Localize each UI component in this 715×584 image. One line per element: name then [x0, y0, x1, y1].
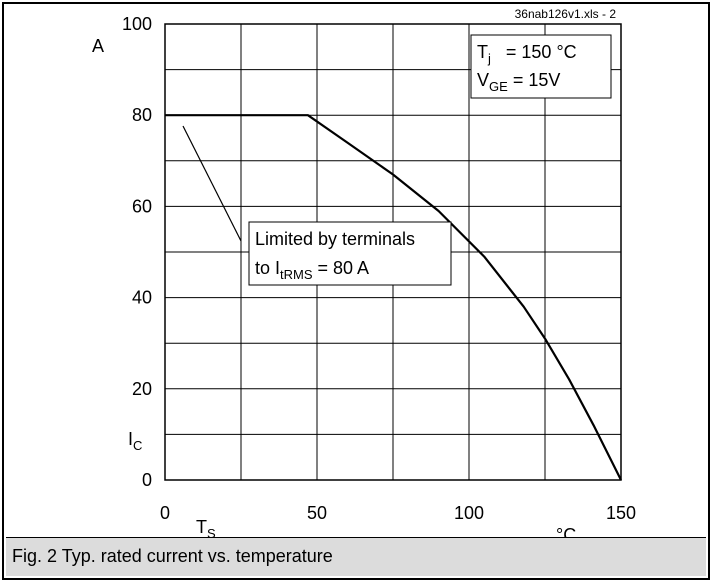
- conditions-line-1: Tj = 150 °C: [477, 42, 577, 66]
- x-axis-label-main: T: [196, 517, 207, 537]
- x-axis-label-sub: S: [207, 526, 216, 540]
- series-line-1: [165, 114, 622, 481]
- figure-caption: Fig. 2 Typ. rated current vs. temperatur…: [12, 546, 333, 566]
- annotation-pointer: [182, 125, 242, 242]
- y-tick-label: 0: [142, 470, 152, 490]
- y-tick-label: 40: [132, 288, 152, 308]
- x-axis-label: TS: [196, 517, 216, 540]
- x-tick-label: 100: [454, 503, 484, 523]
- rated-current-chart: 0 50 100 150 0 20 40 60 80 100 36nab126v1.xls - 2…: [92, 7, 636, 540]
- y-tick-label: 80: [132, 105, 152, 125]
- x-unit-label: °C: [556, 525, 576, 540]
- annotation-box: [248, 221, 452, 286]
- annotation-line-2: to ItRMS = 80 A: [255, 258, 369, 282]
- x-tick-label: 150: [606, 503, 636, 523]
- y-tick-label: 60: [132, 196, 152, 216]
- file-label: 36nab126v1.xls - 2: [515, 7, 617, 21]
- series-layer: [165, 114, 622, 481]
- plot-border: [164, 23, 622, 481]
- y-axis-label-main: I: [128, 429, 133, 449]
- y-tick-label: 20: [132, 379, 152, 399]
- x-tick-label: 0: [160, 503, 170, 523]
- y-axis-label-sub: C: [133, 438, 142, 453]
- y-axis-label: IC: [128, 429, 142, 453]
- tick-labels: 0 50 100 150 0 20 40 60 80 100: [122, 14, 636, 523]
- y-unit-label: A: [92, 36, 104, 56]
- caption-bar: Fig. 2 Typ. rated current vs. temperatur…: [6, 537, 706, 576]
- conditions-box: [470, 34, 612, 99]
- x-tick-label: 50: [307, 503, 327, 523]
- conditions-line-2: VGE = 15V: [477, 70, 560, 94]
- annotation-line-1: Limited by terminals: [255, 229, 415, 249]
- y-tick-label: 100: [122, 14, 152, 34]
